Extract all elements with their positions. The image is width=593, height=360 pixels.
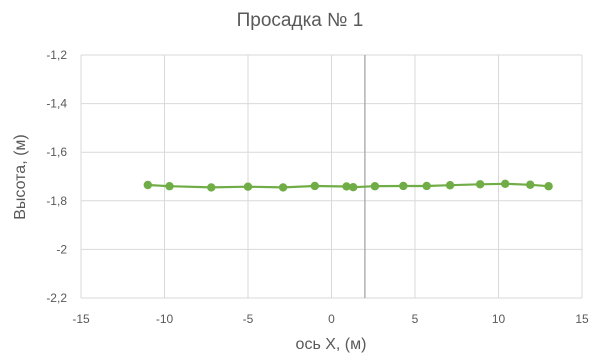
x-tick-label: 15 <box>575 312 589 326</box>
y-axis-label: Высота, (м) <box>12 134 29 220</box>
data-point <box>165 182 174 191</box>
x-axis-label: ось X, (м) <box>296 336 367 353</box>
data-point <box>475 180 485 189</box>
y-tick-label: -1,6 <box>46 145 67 159</box>
data-point <box>278 183 288 192</box>
data-point <box>399 181 408 191</box>
y-tick-label: -1,2 <box>46 48 67 62</box>
data-point <box>526 180 535 189</box>
data-point <box>445 181 455 190</box>
series-line <box>146 182 550 189</box>
grid-layer <box>80 54 583 299</box>
data-point <box>143 180 152 190</box>
data-point <box>310 181 319 191</box>
y-tick-label: -2,2 <box>46 291 67 305</box>
y-tick-label: -1,4 <box>46 97 67 111</box>
y-tick-label: -1,8 <box>46 194 67 208</box>
data-point <box>544 182 553 191</box>
tick-labels-layer: -15 -10 -5 0 5 10 15 -1,2 -1,4 -1,6 -1,8 -2 -2,2 <box>46 48 589 326</box>
data-point <box>422 181 431 191</box>
chart-title: Просадка № 1 <box>237 10 364 31</box>
x-tick-label: 0 <box>328 312 335 326</box>
x-tick-label: 5 <box>412 312 419 326</box>
data-point <box>349 182 358 192</box>
y-tick-label: -2 <box>56 242 67 256</box>
data-point <box>370 182 380 191</box>
series-layer <box>143 179 553 192</box>
x-tick-label: -15 <box>72 312 90 326</box>
data-point <box>500 179 510 188</box>
x-tick-label: 10 <box>492 312 506 326</box>
x-tick-label: -5 <box>243 312 254 326</box>
x-tick-label: -10 <box>156 312 174 326</box>
data-point <box>243 182 253 191</box>
data-point <box>342 182 351 191</box>
data-point <box>207 183 216 192</box>
